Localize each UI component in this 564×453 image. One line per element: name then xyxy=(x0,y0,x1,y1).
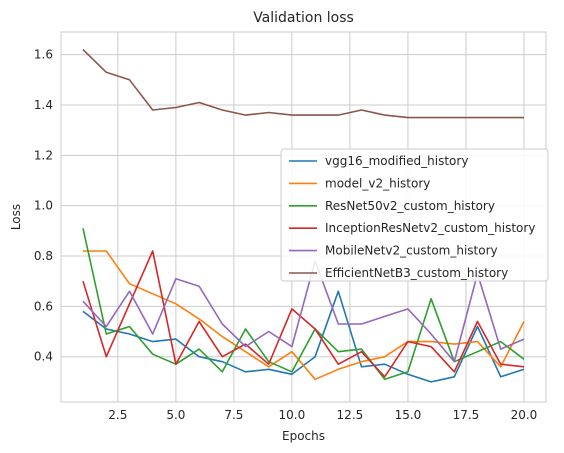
series-line-model-v2-history xyxy=(83,250,525,381)
x-tick-label: 12.5 xyxy=(337,408,364,422)
chart-title: Validation loss xyxy=(253,10,354,26)
y-tick-label: 1.2 xyxy=(34,148,53,162)
legend-label: MobileNetv2_custom_history xyxy=(325,244,498,258)
x-tick-label: 20.0 xyxy=(511,408,538,422)
legend-box xyxy=(280,148,549,282)
y-axis-title: Loss xyxy=(9,204,23,230)
series-line-inceptionresnetv2-custom-history xyxy=(82,250,525,378)
x-tick-label: 2.5 xyxy=(108,408,127,422)
series-line-efficientnetb3-custom-history xyxy=(82,49,524,119)
legend-label: model_v2_history xyxy=(325,176,430,190)
y-tick-label: 0.6 xyxy=(34,299,53,313)
x-tick-label: 5.0 xyxy=(166,408,185,422)
x-axis-title: Epochs xyxy=(282,429,325,443)
y-tick-label: 1.0 xyxy=(34,199,53,213)
y-tick-label: 0.8 xyxy=(34,249,53,263)
x-tick-label: 7.5 xyxy=(224,408,243,422)
legend: vgg16_modified_history model_v2_history Re… xyxy=(280,148,549,282)
legend-label: InceptionResNetv2_custom_history xyxy=(325,221,535,235)
y-tick-label: 1.4 xyxy=(34,98,53,112)
series-line-resnet50v2-custom-history xyxy=(82,228,525,381)
legend-label: vgg16_modified_history xyxy=(325,154,468,168)
series-line-mobilenetv2-custom-history xyxy=(82,260,525,363)
series-lines xyxy=(82,49,525,383)
x-axis-ticks: 2.5 5.0 7.5 10.0 12.5 15.0 17.5 20.0 xyxy=(108,408,537,422)
y-tick-label: 0.4 xyxy=(34,350,53,364)
y-tick-label: 1.6 xyxy=(34,48,53,62)
x-tick-label: 15.0 xyxy=(395,408,422,422)
x-tick-label: 17.5 xyxy=(453,408,480,422)
x-tick-label: 10.0 xyxy=(279,408,306,422)
legend-label: EfficientNetB3_custom_history xyxy=(325,266,508,280)
legend-label: ResNet50v2_custom_history xyxy=(325,199,495,213)
y-axis-ticks: 0.4 0.6 0.8 1.0 1.2 1.4 1.6 xyxy=(34,48,53,364)
